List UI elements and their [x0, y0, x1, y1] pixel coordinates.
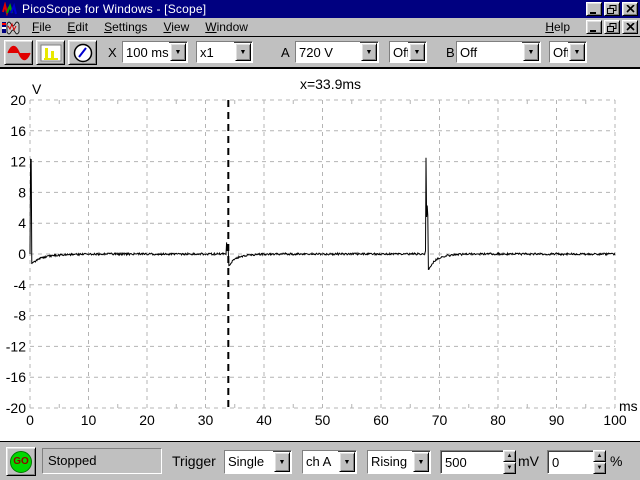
- svg-text:0: 0: [26, 412, 34, 428]
- spin-up-icon[interactable]: ▲: [503, 450, 516, 462]
- threshold-spinner: ▲ ▼: [503, 450, 516, 474]
- trigger-direction-select[interactable]: Rising ▼: [367, 450, 431, 474]
- svg-text:60: 60: [373, 412, 389, 428]
- close-icon: [625, 23, 635, 31]
- spin-up-icon[interactable]: ▲: [593, 450, 606, 462]
- minimize-icon: [590, 11, 596, 14]
- menu-window[interactable]: Window: [205, 20, 248, 34]
- channel-a-coupling-select[interactable]: Off ▼: [389, 41, 427, 63]
- dropdown-arrow-icon[interactable]: ▼: [523, 43, 539, 61]
- menu-bar: File Edit Settings View Window Help: [0, 18, 640, 37]
- trigger-bar: GO Stopped Trigger Single ▼ ch A ▼ Risin…: [0, 441, 640, 480]
- scope-display[interactable]: 0 10 20 30 40 50 60 70 80 90 100 -20 -16 -12 -8 -4 0 4 8 12…: [0, 69, 640, 441]
- svg-text:x=33.9ms: x=33.9ms: [300, 76, 361, 92]
- delay-spinner: ▲ ▼: [593, 450, 606, 474]
- threshold-unit-label: mV: [518, 453, 539, 469]
- mdi-minimize-button[interactable]: [586, 20, 602, 34]
- restore-icon: [607, 22, 617, 32]
- svg-text:100: 100: [603, 412, 627, 428]
- svg-text:4: 4: [18, 215, 26, 231]
- delay-unit-label: %: [610, 453, 623, 469]
- go-button[interactable]: GO: [6, 447, 36, 476]
- timebase-label: X: [108, 45, 117, 60]
- bar-spectrum-icon: [40, 44, 61, 61]
- close-icon: [625, 5, 635, 13]
- gauge-icon: [73, 43, 92, 62]
- spectrum-view-button[interactable]: [36, 40, 65, 65]
- trigger-threshold-input[interactable]: [440, 450, 504, 474]
- svg-text:0: 0: [18, 246, 26, 262]
- title-bar: PicoScope for Windows - [Scope]: [0, 0, 640, 18]
- svg-text:-4: -4: [14, 277, 27, 293]
- svg-text:90: 90: [549, 412, 565, 428]
- minimize-button[interactable]: [586, 2, 602, 16]
- menu-view[interactable]: View: [163, 20, 190, 34]
- channel-a-label: A: [281, 45, 290, 60]
- menu-help[interactable]: Help: [545, 20, 570, 34]
- svg-text:8: 8: [18, 184, 26, 200]
- dropdown-arrow-icon[interactable]: ▼: [409, 43, 425, 61]
- trigger-delay-input[interactable]: [547, 450, 594, 474]
- timebase-select[interactable]: 100 ms ▼: [122, 41, 188, 63]
- dropdown-arrow-icon[interactable]: ▼: [274, 452, 290, 472]
- app-icon: [2, 2, 17, 16]
- dropdown-arrow-icon[interactable]: ▼: [339, 452, 355, 472]
- minimize-icon: [590, 29, 596, 32]
- svg-text:30: 30: [198, 412, 214, 428]
- trigger-label: Trigger: [172, 453, 216, 469]
- dropdown-arrow-icon[interactable]: ▼: [413, 452, 429, 472]
- channel-b-label: B: [446, 45, 455, 60]
- svg-text:10: 10: [81, 412, 97, 428]
- trigger-source-select[interactable]: ch A ▼: [302, 450, 357, 474]
- svg-text:16: 16: [10, 123, 26, 139]
- restore-icon: [607, 4, 617, 14]
- menu-edit[interactable]: Edit: [67, 20, 89, 34]
- spin-down-icon[interactable]: ▼: [503, 462, 516, 474]
- timebase-multiplier-select[interactable]: x1 ▼: [196, 41, 253, 63]
- close-button[interactable]: [622, 2, 638, 16]
- svg-text:12: 12: [10, 154, 26, 170]
- svg-text:ms: ms: [619, 398, 638, 414]
- dropdown-arrow-icon[interactable]: ▼: [235, 43, 251, 61]
- scope-view-button[interactable]: [4, 40, 33, 65]
- scope-document-icon[interactable]: [2, 20, 20, 35]
- dropdown-arrow-icon[interactable]: ▼: [361, 43, 377, 61]
- dropdown-arrow-icon[interactable]: ▼: [170, 43, 186, 61]
- svg-text:50: 50: [315, 412, 331, 428]
- svg-text:V: V: [32, 81, 42, 97]
- menu-settings[interactable]: Settings: [104, 20, 148, 34]
- channel-a-range-select[interactable]: 720 V ▼: [295, 41, 379, 63]
- svg-text:-8: -8: [14, 308, 27, 324]
- spin-down-icon[interactable]: ▼: [593, 462, 606, 474]
- dropdown-arrow-icon[interactable]: ▼: [569, 43, 585, 61]
- go-icon: GO: [10, 450, 32, 473]
- window-title: PicoScope for Windows - [Scope]: [22, 2, 207, 16]
- meter-view-button[interactable]: [68, 40, 97, 65]
- svg-text:20: 20: [10, 92, 26, 108]
- mdi-close-button[interactable]: [622, 20, 638, 34]
- scope-plot: 0 10 20 30 40 50 60 70 80 90 100 -20 -16 -12 -8 -4 0 4 8 12…: [6, 76, 638, 428]
- svg-text:20: 20: [139, 412, 155, 428]
- status-box: Stopped: [42, 448, 162, 474]
- sine-wave-icon: [6, 45, 31, 60]
- trigger-mode-select[interactable]: Single ▼: [224, 450, 292, 474]
- svg-text:-12: -12: [6, 338, 26, 354]
- svg-text:80: 80: [490, 412, 506, 428]
- menu-file[interactable]: File: [32, 20, 52, 34]
- channel-b-coupling-select[interactable]: Off ▼: [549, 41, 587, 63]
- toolbar: X 100 ms ▼ x1 ▼ A 720 V ▼ Off ▼ B Off ▼ …: [0, 37, 640, 69]
- svg-text:70: 70: [432, 412, 448, 428]
- svg-text:-20: -20: [6, 400, 26, 416]
- mdi-restore-button[interactable]: [604, 20, 620, 34]
- svg-text:-16: -16: [6, 369, 26, 385]
- svg-text:40: 40: [256, 412, 272, 428]
- channel-b-range-select[interactable]: Off ▼: [456, 41, 541, 63]
- restore-button[interactable]: [604, 2, 620, 16]
